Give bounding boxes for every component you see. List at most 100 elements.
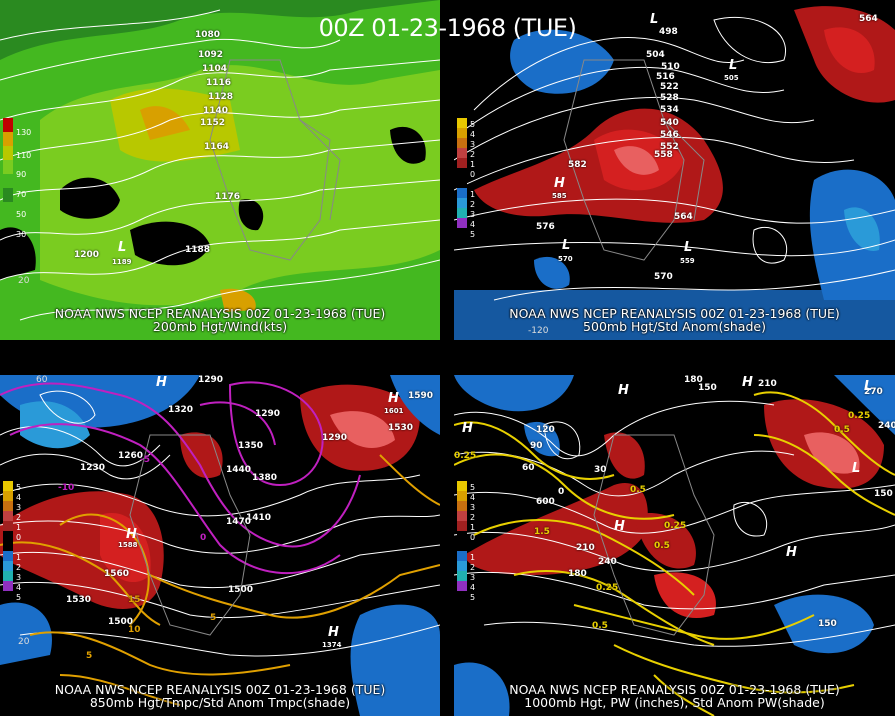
contour-label: 270 (864, 387, 883, 397)
panel-caption: NOAA NWS NCEP REANALYSIS 00Z 01-23-1968 … (54, 682, 386, 697)
pw-label: 1.5 (534, 527, 550, 537)
pw-label: 0.5 (592, 621, 608, 631)
legend-value: 3 (16, 503, 22, 512)
high-marker: H (786, 545, 797, 560)
lat-label: 20 (18, 637, 30, 647)
pw-label: 0.25 (664, 521, 687, 531)
panel-200mb-legend: 130 110 90 70 50 30 (3, 118, 31, 239)
contour-label: 120 (536, 425, 555, 435)
contour-label: 1092 (198, 50, 224, 60)
legend-value: 70 (16, 190, 27, 199)
pw-label: 0.5 (654, 541, 670, 551)
legend-value: 1 (470, 523, 476, 532)
panel-500mb-map (454, 0, 895, 340)
contour-label: 510 (661, 62, 680, 72)
contour-label: 582 (568, 160, 587, 170)
panel-subcaption: 500mb Hgt/Std Anom(shade) (583, 319, 766, 334)
contour-label: 60 (522, 463, 535, 473)
legend-value: 4 (470, 583, 476, 592)
contour-label: 1320 (168, 405, 194, 415)
temp-label: -5 (140, 455, 150, 465)
legend-value: 4 (470, 130, 476, 139)
low-marker: L (118, 240, 127, 255)
panel-500mb: 5 4 3 2 1 0 1 2 3 4 5 498 504 510 516 52… (454, 0, 895, 340)
legend-value: 5 (470, 230, 476, 239)
legend-value: 30 (16, 230, 27, 239)
legend-value: 5 (470, 593, 476, 602)
contour-label: 1104 (202, 64, 228, 74)
contour-label: 1230 (80, 463, 106, 473)
contour-label: 0 (558, 487, 565, 497)
contour-label: 1152 (200, 118, 226, 128)
temp-label: 10 (128, 625, 141, 635)
panel-subcaption: 1000mb Hgt, PW (inches), Std Anom PW(sha… (524, 695, 825, 710)
panel-850mb-map (0, 375, 440, 716)
contour-label: 1560 (104, 569, 130, 579)
pw-label: 0.5 (834, 425, 850, 435)
high-value: 1374 (322, 641, 342, 649)
legend-value: 1 (470, 190, 476, 199)
legend-value: 5 (470, 120, 476, 129)
low-value: 559 (680, 257, 695, 265)
contour-label: 150 (818, 619, 837, 629)
pw-label: 0.25 (596, 583, 619, 593)
contour-label: 1164 (204, 142, 230, 152)
contour-label: 1290 (322, 433, 348, 443)
legend-value: 1 (16, 523, 22, 532)
contour-label: 600 (536, 497, 555, 507)
contour-label: 1530 (66, 595, 92, 605)
legend-value: 1 (16, 553, 22, 562)
panel-850mb-legend: 5 4 3 2 1 0 1 2 3 4 5 (3, 481, 21, 602)
contour-label: 1380 (252, 473, 278, 483)
legend-value: 4 (16, 583, 22, 592)
legend-value: 2 (16, 513, 22, 522)
lat-label: 20 (18, 276, 30, 286)
panel-850mb: 5 4 3 2 1 0 1 2 3 4 5 1290 1320 1290 1 3 5… (0, 375, 440, 716)
high-marker: H (554, 176, 565, 191)
contour-label: 1128 (208, 92, 234, 102)
contour-label: 180 (684, 375, 703, 385)
pw-label: 0.5 (630, 485, 646, 495)
panel-subcaption: 850mb Hgt/Tmpc/Std Anom Tmpc(shade) (89, 695, 351, 710)
low-marker: L (562, 238, 571, 253)
contour-label: 150 (698, 383, 717, 393)
legend-value: 5 (16, 593, 22, 602)
high-value: 1601 (384, 407, 404, 415)
contour-label: 522 (660, 82, 679, 92)
contour-label: 1290 (198, 375, 224, 385)
legend-value: 4 (470, 493, 476, 502)
contour-label: 564 (859, 14, 878, 24)
lat-label: 60 (36, 375, 48, 385)
legend-value: 130 (16, 128, 32, 137)
panel-subcaption: 200mb Hgt/Wind(kts) (152, 319, 288, 334)
high-marker: H (614, 519, 625, 534)
temp-label: 5 (86, 651, 93, 661)
contour-label: 1176 (215, 192, 241, 202)
contour-label: 564 (674, 212, 693, 222)
contour-label: 1140 (203, 106, 229, 116)
legend-value: 3 (470, 210, 476, 219)
legend-value: 50 (16, 210, 27, 219)
panel-1000mb-map (454, 375, 895, 716)
contour-label: 504 (646, 50, 665, 60)
contour-label: 210 (758, 379, 777, 389)
panel-caption: NOAA NWS NCEP REANALYSIS 00Z 01-23-1968 … (509, 306, 840, 321)
low-marker: L (864, 379, 873, 394)
temp-label: 0 (200, 533, 207, 543)
contour-label: 1470 (226, 517, 252, 527)
legend-value: 3 (470, 503, 476, 512)
legend-value: 2 (470, 150, 476, 159)
contour-label: 570 (654, 272, 673, 282)
legend-value: 3 (470, 140, 476, 149)
legend-value: 5 (470, 483, 476, 492)
high-value: 585 (552, 192, 567, 200)
panel-caption: NOAA NWS NCEP REANALYSIS 00Z 01-23-1968 … (509, 682, 840, 697)
contour-label: 534 (660, 105, 679, 115)
contour-label: 90 (530, 441, 543, 451)
high-marker: H (388, 391, 399, 406)
contour-label: 576 (536, 222, 555, 232)
contour-label: 498 (659, 27, 678, 37)
panel-1000mb: 5 4 3 2 1 0 1 2 3 4 5 180 150 210 240 27… (454, 375, 895, 716)
legend-value: 4 (16, 493, 22, 502)
low-marker: L (729, 58, 738, 73)
